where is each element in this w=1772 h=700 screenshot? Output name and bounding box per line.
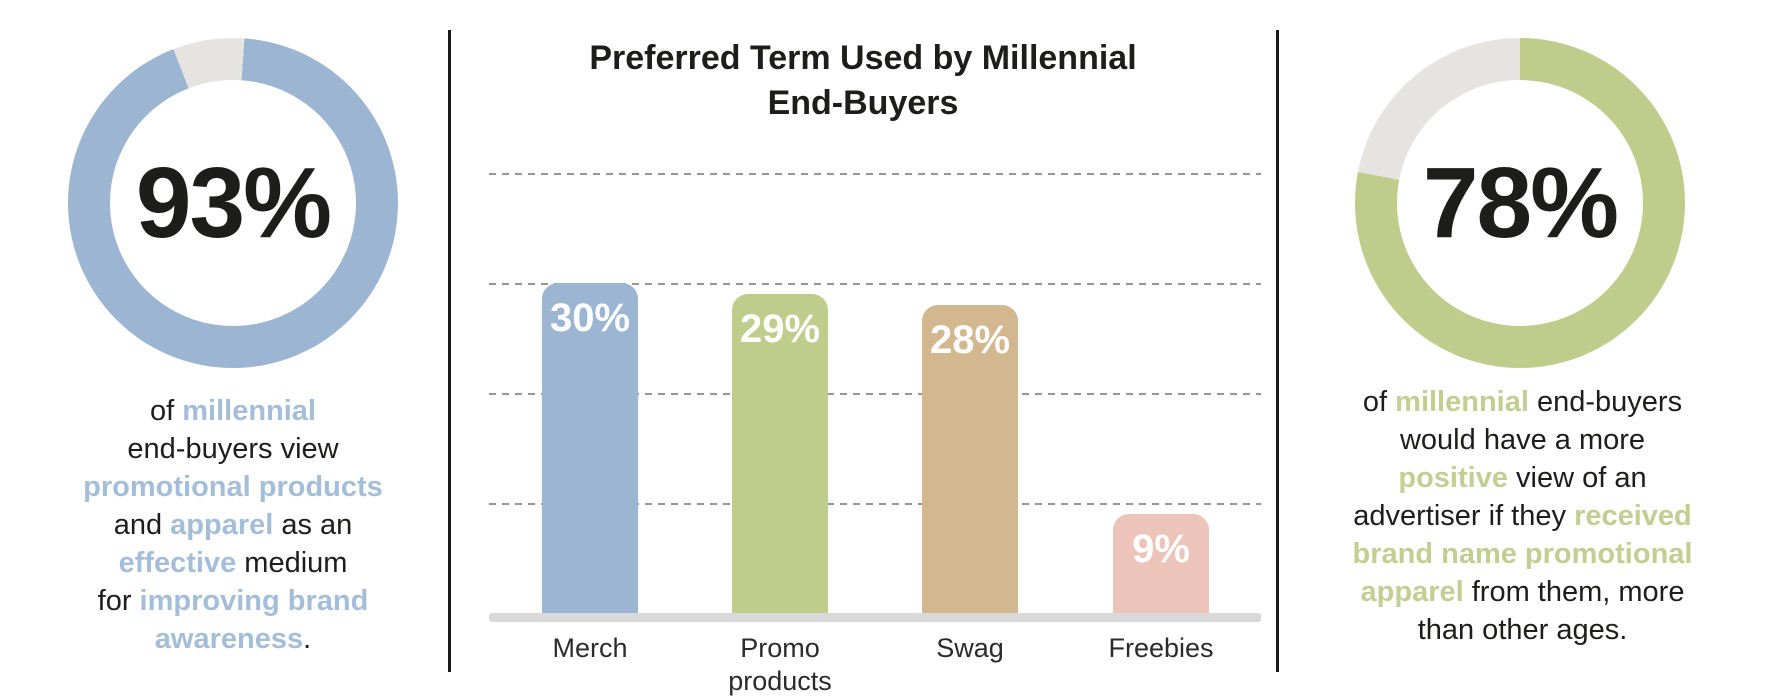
bar-value-label: 29%: [739, 307, 821, 351]
caption-highlight-text: millennial: [182, 395, 316, 427]
gridline-10-percent: [489, 503, 1261, 505]
bar-chart-title-line-2: End-Buyers: [767, 84, 959, 122]
bar-merch: 30%: [542, 283, 638, 613]
gridline-20-percent: [489, 393, 1261, 395]
bar-value-label: 9%: [1132, 527, 1190, 571]
category-label-line: Promo: [740, 633, 820, 663]
bar-chart-title-line-1: Preferred Term Used by Millennial: [589, 39, 1137, 77]
bar-freebies: 9%: [1113, 514, 1209, 613]
donut-inner-circle: 93%: [110, 80, 356, 326]
caption-text: than other ages.: [1417, 614, 1628, 646]
divider-line-left: [448, 30, 451, 672]
category-label-line: Swag: [936, 633, 1004, 663]
caption-highlight-text: apparel: [170, 509, 274, 541]
caption-text: end-buyers: [1528, 386, 1683, 418]
caption-text: view of an: [1507, 462, 1647, 494]
gridline-30-percent: [489, 283, 1261, 285]
bar-swag: 28%: [922, 305, 1018, 613]
caption-highlight-text: effective: [118, 547, 237, 579]
caption-text: of: [1362, 386, 1396, 418]
caption-highlight-text: brand name promotional: [1352, 538, 1693, 570]
donut-caption-right: of millennial end-buyers would have a mor…: [1300, 383, 1745, 649]
category-label-merch: Merch: [495, 632, 685, 665]
donut-value-label: 93%: [135, 146, 332, 259]
category-label-freebies: Freebies: [1066, 632, 1256, 665]
caption-text: .: [303, 623, 312, 655]
category-label-swag: Swag: [875, 632, 1065, 665]
donut-caption-left: of millennial end-buyers view promotional …: [13, 392, 453, 658]
caption-highlight-text: positive: [1398, 462, 1508, 494]
donut-chart-93-percent: 93%: [68, 38, 398, 368]
divider-line-right: [1276, 30, 1279, 672]
caption-text: of: [149, 395, 183, 427]
caption-text: medium: [236, 547, 348, 579]
caption-highlight-text: apparel: [1360, 576, 1464, 608]
caption-text: from them, more: [1463, 576, 1685, 608]
caption-highlight-text: improving brand: [139, 585, 369, 617]
x-axis-baseline: [489, 613, 1261, 622]
donut-inner-circle: 78%: [1397, 80, 1643, 326]
bar-promo-products: 29%: [732, 294, 828, 613]
bar-chart-title: Preferred Term Used by Millennial End-Bu…: [449, 36, 1277, 126]
category-label-promo-products: Promo products: [685, 632, 875, 698]
bar-value-label: 28%: [929, 318, 1011, 362]
caption-text: as an: [273, 509, 353, 541]
caption-text: end-buyers view: [127, 433, 339, 465]
category-label-line: Merch: [552, 633, 628, 663]
bar-value-label: 30%: [549, 296, 631, 340]
caption-highlight-text: millennial: [1395, 386, 1529, 418]
donut-value-label: 78%: [1422, 146, 1619, 259]
caption-text: advertiser if they: [1353, 500, 1575, 532]
category-label-line: Freebies: [1108, 633, 1214, 663]
caption-highlight-text: received: [1574, 500, 1692, 532]
caption-highlight-text: promotional products: [83, 471, 383, 503]
category-label-line: products: [728, 666, 832, 696]
caption-highlight-text: awareness: [154, 623, 304, 655]
gridline-40-percent: [489, 173, 1261, 175]
caption-text: and: [113, 509, 171, 541]
caption-text: would have a more: [1399, 424, 1646, 456]
caption-text: for: [97, 585, 140, 617]
donut-chart-78-percent: 78%: [1355, 38, 1685, 368]
